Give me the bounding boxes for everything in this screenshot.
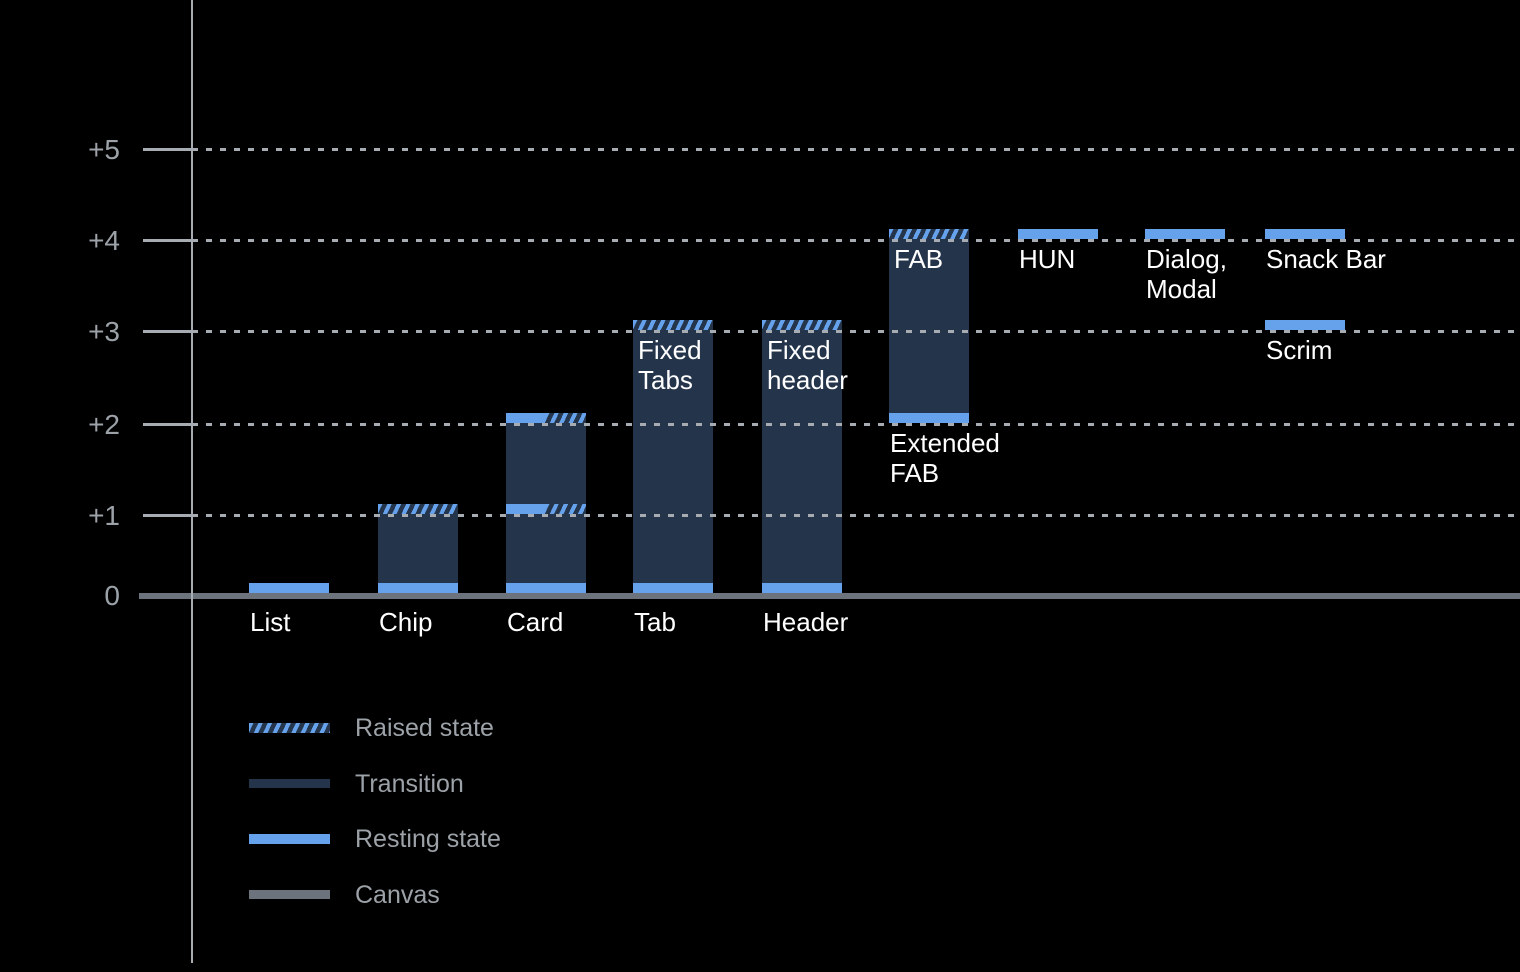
legend-label-resting-state: Resting state [355, 825, 501, 854]
gridline-level-plus-5 [192, 148, 1520, 151]
resting-band-chip [378, 583, 458, 593]
resting-band-scrim [1265, 320, 1345, 330]
y-tick-level-plus-1 [143, 514, 192, 517]
bar-inner-label-extended-fab: FAB [894, 244, 944, 274]
bar-label-header: Header [763, 607, 849, 637]
legend-item-resting-state: Resting state [249, 825, 649, 853]
resting-band-tab [633, 583, 713, 593]
y-axis-label-level-plus-5: +5 [88, 133, 120, 165]
raised-band-tab [633, 320, 713, 330]
gridline-level-plus-2 [192, 423, 1520, 426]
y-tick-level-plus-3 [143, 330, 192, 333]
legend-item-raised-state: Raised state [249, 714, 649, 742]
y-axis-label-level-plus-4: +4 [88, 224, 120, 256]
legend-swatch-transition [249, 778, 330, 788]
y-tick-level-plus-2 [143, 423, 192, 426]
legend-item-canvas: Canvas [249, 881, 649, 909]
raised-band-header [762, 320, 842, 330]
y-axis-label-level-0: 0 [104, 580, 120, 611]
bar-label-list: List [250, 607, 291, 637]
bar-label-dialog-modal: Dialog, Modal [1146, 244, 1227, 304]
bar-inner-label-header: Fixed header [767, 335, 848, 395]
transition-bar-chip [378, 514, 458, 593]
gridline-level-plus-1 [192, 514, 1520, 517]
resting-part [506, 413, 546, 423]
legend-swatch-raised [249, 723, 330, 733]
y-tick-level-plus-5 [143, 148, 192, 151]
bar-label-tab: Tab [634, 607, 676, 637]
transition-bar-tab [633, 330, 713, 593]
resting-part [506, 504, 546, 514]
resting-raised-band-card [506, 413, 586, 423]
legend-swatch-resting [249, 834, 330, 845]
canvas-baseline [139, 593, 1520, 599]
legend-label-transition: Transition [355, 769, 464, 798]
resting-band-hun [1018, 229, 1098, 239]
y-tick-level-plus-4 [143, 239, 192, 242]
raised-band-extended-fab [889, 229, 969, 239]
legend-item-transition: Transition [249, 770, 649, 798]
bar-inner-label-tab: Fixed Tabs [638, 335, 702, 395]
bar-label-hun: HUN [1019, 244, 1076, 274]
legend-label-raised-state: Raised state [355, 714, 494, 742]
bar-label-chip: Chip [379, 607, 433, 637]
gridline-level-plus-3 [192, 330, 1520, 333]
resting-band-header [762, 583, 842, 593]
resting-raised-band-card [506, 504, 586, 514]
bar-label-snack-bar: Snack Bar [1266, 244, 1386, 274]
y-axis-line [191, 0, 193, 963]
y-axis-label-level-plus-2: +2 [88, 408, 120, 440]
legend-swatch-canvas [249, 890, 330, 900]
bar-label-scrim: Scrim [1266, 335, 1333, 365]
raised-part [545, 413, 586, 423]
bar-label-extended-fab: Extended FAB [890, 428, 1000, 488]
legend-label-canvas: Canvas [355, 881, 440, 910]
bar-label-card: Card [507, 607, 564, 637]
resting-band-card [506, 583, 586, 593]
y-axis-label-level-plus-3: +3 [88, 315, 120, 347]
resting-band-list [249, 583, 329, 593]
y-axis-label-level-plus-1: +1 [88, 499, 120, 531]
resting-band-extended-fab [889, 413, 969, 423]
raised-band-chip [378, 504, 458, 514]
raised-part [545, 504, 586, 514]
transition-bar-header [762, 330, 842, 593]
resting-band-snack-bar [1265, 229, 1345, 239]
resting-band-dialog-modal [1145, 229, 1225, 239]
gridline-level-plus-4 [192, 239, 1520, 242]
